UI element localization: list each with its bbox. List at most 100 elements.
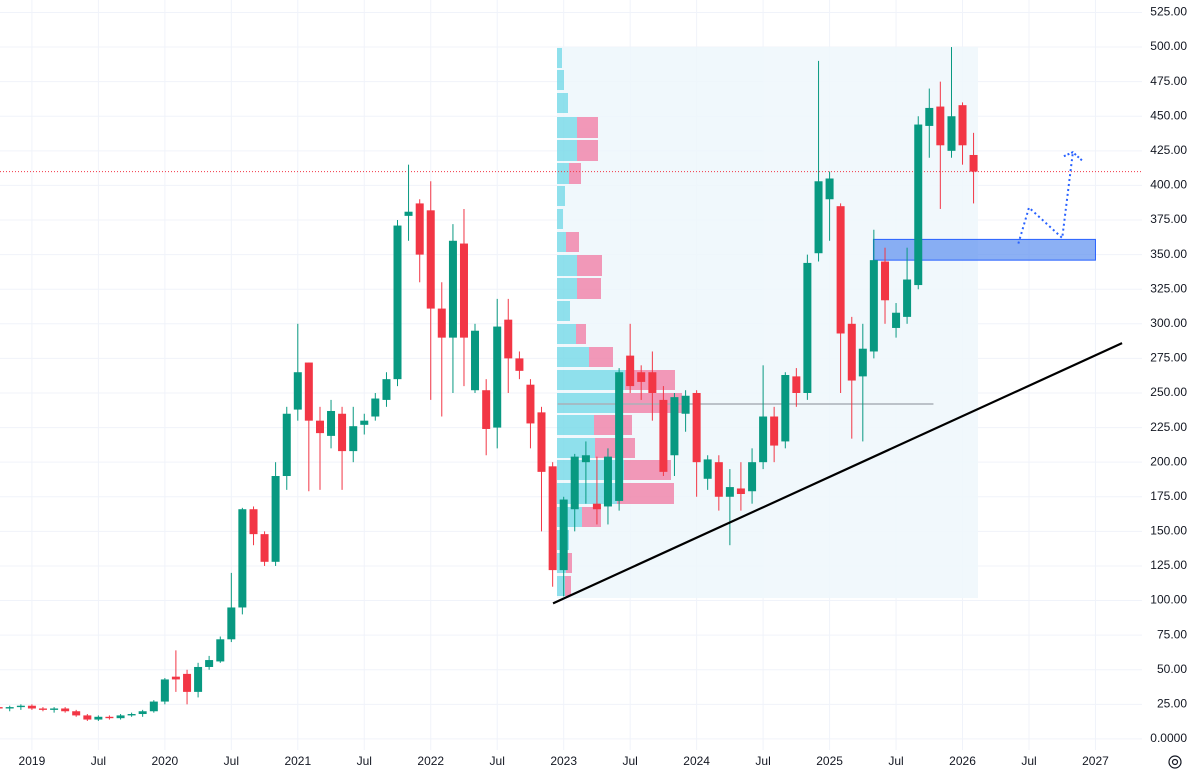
candle-body [138, 711, 147, 715]
candle-body [714, 462, 723, 497]
candle-body [171, 676, 180, 680]
x-tick-label: 2020 [152, 754, 179, 768]
candle-body [327, 410, 336, 436]
candle-body [592, 503, 601, 510]
trend-line [552, 342, 1123, 605]
candle-body [847, 323, 856, 381]
candle-body [947, 116, 956, 151]
candle-body [0, 707, 3, 709]
candle-body [415, 203, 424, 255]
candle-body [382, 379, 391, 400]
candle-body [304, 362, 313, 421]
candle-body [293, 372, 302, 410]
y-tick-label: 0.0000 [1150, 731, 1187, 745]
candle-body [94, 716, 103, 720]
candle-body [958, 105, 967, 146]
candle-body [83, 715, 92, 720]
candle-body [603, 456, 612, 507]
x-tick-label: 2026 [949, 754, 976, 768]
x-tick-label: Jul [622, 754, 637, 768]
y-tick-label: 175.00 [1150, 489, 1187, 503]
candle-body [792, 376, 801, 393]
candle-body [61, 708, 70, 712]
candle-body [903, 279, 912, 317]
candle-body [892, 312, 901, 328]
candle-body [825, 178, 834, 200]
settings-icon[interactable] [1168, 755, 1182, 769]
candle-body [227, 607, 236, 640]
candle-body [881, 261, 890, 301]
candle-body [260, 534, 269, 562]
candle-body [338, 413, 347, 452]
x-tick-label: Jul [357, 754, 372, 768]
y-tick-label: 300.00 [1150, 316, 1187, 330]
candle-body [692, 392, 701, 463]
x-tick-label: Jul [224, 754, 239, 768]
candle-body [127, 714, 136, 716]
y-tick-label: 225.00 [1150, 420, 1187, 434]
y-tick-label: 400.00 [1150, 178, 1187, 192]
y-tick-label: 375.00 [1150, 212, 1187, 226]
candle-body [615, 372, 624, 501]
candle-body [925, 107, 934, 126]
x-tick-label: 2024 [683, 754, 710, 768]
candle-body [504, 319, 513, 359]
candle-body [315, 420, 324, 434]
candle-body [703, 459, 712, 479]
candle-body [448, 240, 457, 338]
x-tick-label: 2021 [284, 754, 311, 768]
x-tick-label: Jul [91, 754, 106, 768]
projection-path [1017, 152, 1074, 244]
candle-body [249, 509, 258, 535]
y-tick-label: 350.00 [1150, 247, 1187, 261]
candle-body [271, 476, 280, 562]
candle-body [205, 660, 214, 667]
candle-body [194, 666, 203, 692]
candle-body [914, 124, 923, 286]
y-tick-label: 150.00 [1150, 524, 1187, 538]
drawings [552, 151, 1123, 605]
candle-body [493, 326, 502, 428]
x-tick-label: 2023 [550, 754, 577, 768]
y-tick-label: 125.00 [1150, 558, 1187, 572]
candle-body [149, 701, 158, 712]
y-tick-label: 50.00 [1157, 662, 1187, 676]
candle-body [160, 679, 169, 702]
x-tick-label: Jul [490, 754, 505, 768]
candle-body [482, 390, 491, 429]
candle-body [648, 372, 657, 393]
candle-body [238, 509, 247, 608]
candle-body [803, 262, 812, 393]
candle-body [725, 487, 734, 497]
candles [0, 47, 978, 721]
candle-body [27, 705, 36, 709]
candle-body [781, 375, 790, 442]
candle-body [72, 711, 81, 716]
candle-body [969, 154, 978, 172]
candle-body [681, 395, 690, 414]
y-tick-label: 200.00 [1150, 454, 1187, 468]
x-tick-label: 2025 [816, 754, 843, 768]
axes: 0.0000 25.00 50.00 75.00 100.00 125.00 150.00 1… [19, 5, 1188, 769]
candle-body [349, 426, 358, 452]
x-tick-label: 2022 [417, 754, 444, 768]
candle-body [5, 707, 14, 709]
candle-body [548, 466, 557, 571]
overlays [0, 171, 1142, 405]
y-tick-label: 250.00 [1150, 385, 1187, 399]
y-tick-label: 500.00 [1150, 39, 1187, 53]
y-tick-label: 275.00 [1150, 351, 1187, 365]
x-tick-label: Jul [755, 754, 770, 768]
candle-body [360, 420, 369, 425]
candle-body [814, 181, 823, 254]
candle-body [670, 397, 679, 456]
candle-body [570, 456, 579, 510]
candle-body [637, 372, 646, 382]
candle-body [38, 708, 47, 710]
candle-body [471, 330, 480, 391]
y-tick-label: 100.00 [1150, 593, 1187, 607]
candle-body [869, 260, 878, 352]
candle-body [936, 106, 945, 146]
y-tick-label: 25.00 [1157, 697, 1187, 711]
